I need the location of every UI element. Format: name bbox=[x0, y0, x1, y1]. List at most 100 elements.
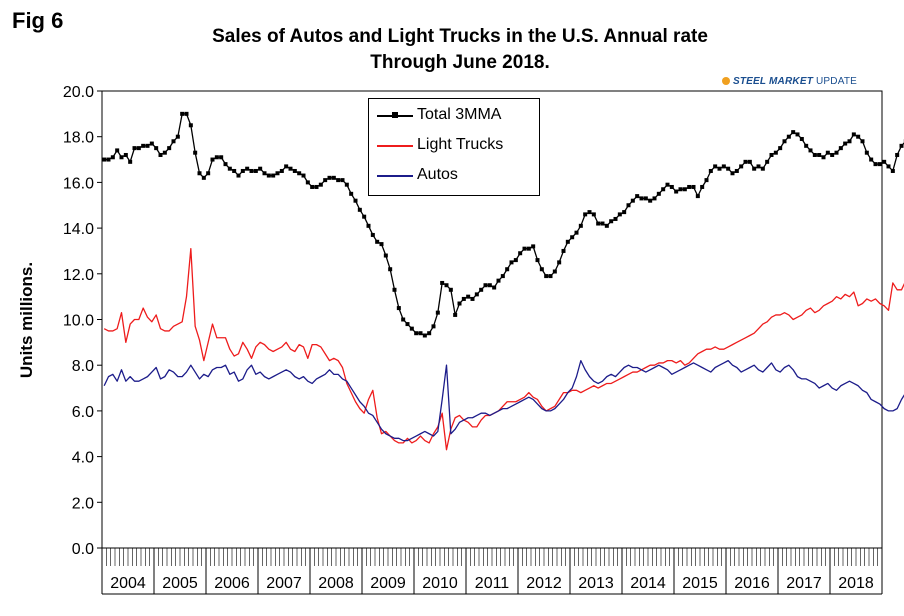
data-point bbox=[604, 223, 609, 228]
data-point bbox=[847, 139, 852, 144]
data-point bbox=[613, 216, 618, 221]
data-point bbox=[466, 294, 471, 299]
data-point bbox=[626, 203, 631, 208]
data-point bbox=[110, 155, 115, 160]
data-point bbox=[431, 324, 436, 329]
data-point bbox=[557, 260, 562, 265]
legend-item-autos: Autos bbox=[369, 161, 539, 191]
data-point bbox=[340, 178, 345, 183]
data-point bbox=[890, 168, 895, 173]
data-point bbox=[435, 310, 440, 315]
data-point bbox=[583, 212, 588, 217]
logo-globe-icon bbox=[722, 77, 730, 86]
data-point bbox=[327, 175, 332, 180]
data-point bbox=[860, 139, 865, 144]
legend: Total 3MMA Light Trucks Autos bbox=[368, 98, 540, 196]
legend-swatch-autos bbox=[377, 175, 413, 177]
data-point bbox=[232, 168, 237, 173]
data-point bbox=[375, 239, 380, 244]
data-point bbox=[743, 159, 748, 164]
data-point bbox=[479, 287, 484, 292]
data-point bbox=[821, 155, 826, 160]
data-point bbox=[717, 166, 722, 171]
data-point bbox=[487, 283, 492, 288]
data-point bbox=[201, 175, 206, 180]
legend-item-total: Total 3MMA bbox=[369, 101, 539, 131]
data-point bbox=[713, 164, 718, 169]
data-point bbox=[830, 152, 835, 157]
data-point bbox=[505, 267, 510, 272]
data-point bbox=[648, 198, 653, 203]
data-point bbox=[535, 258, 540, 263]
data-point bbox=[119, 155, 124, 160]
data-point bbox=[812, 152, 817, 157]
data-point bbox=[396, 306, 401, 311]
data-point bbox=[704, 178, 709, 183]
y-axis: 0.0 2.0 4.0 6.0 8.0 10.0 12.0 14.0 16.0 18.0 20.0 bbox=[63, 84, 883, 558]
data-point bbox=[808, 148, 813, 153]
data-point bbox=[132, 146, 137, 151]
data-point bbox=[509, 260, 514, 265]
data-point bbox=[752, 166, 757, 171]
data-point bbox=[136, 146, 141, 151]
data-point bbox=[141, 143, 146, 148]
data-point bbox=[838, 146, 843, 151]
legend-label-total: Total 3MMA bbox=[417, 106, 502, 123]
data-point bbox=[370, 232, 375, 237]
data-point bbox=[262, 171, 267, 176]
data-point bbox=[639, 196, 644, 201]
data-point bbox=[175, 134, 180, 139]
data-point bbox=[539, 267, 544, 272]
data-point bbox=[882, 159, 887, 164]
data-point bbox=[565, 239, 570, 244]
data-point bbox=[700, 184, 705, 189]
data-point bbox=[297, 171, 302, 176]
data-point bbox=[401, 317, 406, 322]
data-point bbox=[635, 194, 640, 199]
figure-label: Fig 6 bbox=[12, 8, 64, 33]
y-tick-label: 18.0 bbox=[63, 130, 94, 147]
data-point bbox=[128, 159, 133, 164]
data-point bbox=[778, 146, 783, 151]
data-point bbox=[227, 166, 232, 171]
x-year-label: 2011 bbox=[475, 575, 510, 592]
data-point bbox=[414, 331, 419, 336]
data-point bbox=[197, 171, 202, 176]
legend-label-autos: Autos bbox=[417, 166, 458, 183]
data-point bbox=[444, 283, 449, 288]
data-point bbox=[115, 148, 120, 153]
data-point bbox=[869, 157, 874, 162]
x-year-label: 2006 bbox=[214, 575, 250, 592]
data-point bbox=[366, 223, 371, 228]
data-point bbox=[422, 333, 427, 338]
data-point bbox=[791, 130, 796, 135]
x-year-label: 2013 bbox=[578, 575, 614, 592]
data-point bbox=[544, 274, 549, 279]
y-tick-label: 4.0 bbox=[72, 450, 94, 467]
data-point bbox=[739, 164, 744, 169]
y-tick-label: 20.0 bbox=[63, 84, 94, 101]
data-point bbox=[500, 274, 505, 279]
data-point bbox=[318, 182, 323, 187]
data-point bbox=[193, 150, 198, 155]
data-point bbox=[301, 173, 306, 178]
data-point bbox=[336, 178, 341, 183]
y-tick-label: 12.0 bbox=[63, 267, 94, 284]
data-point bbox=[600, 221, 605, 226]
data-point bbox=[622, 210, 627, 215]
data-point bbox=[786, 134, 791, 139]
data-point bbox=[284, 164, 289, 169]
data-point bbox=[245, 166, 250, 171]
x-year-label: 2009 bbox=[370, 575, 406, 592]
data-point bbox=[769, 152, 774, 157]
data-point bbox=[804, 143, 809, 148]
data-point bbox=[266, 173, 271, 178]
data-point bbox=[292, 168, 297, 173]
data-point bbox=[674, 189, 679, 194]
x-year-label: 2007 bbox=[266, 575, 302, 592]
data-point bbox=[730, 171, 735, 176]
data-point bbox=[773, 150, 778, 155]
series-line-autos bbox=[103, 359, 904, 442]
data-point bbox=[899, 143, 904, 148]
x-year-label: 2012 bbox=[526, 575, 562, 592]
